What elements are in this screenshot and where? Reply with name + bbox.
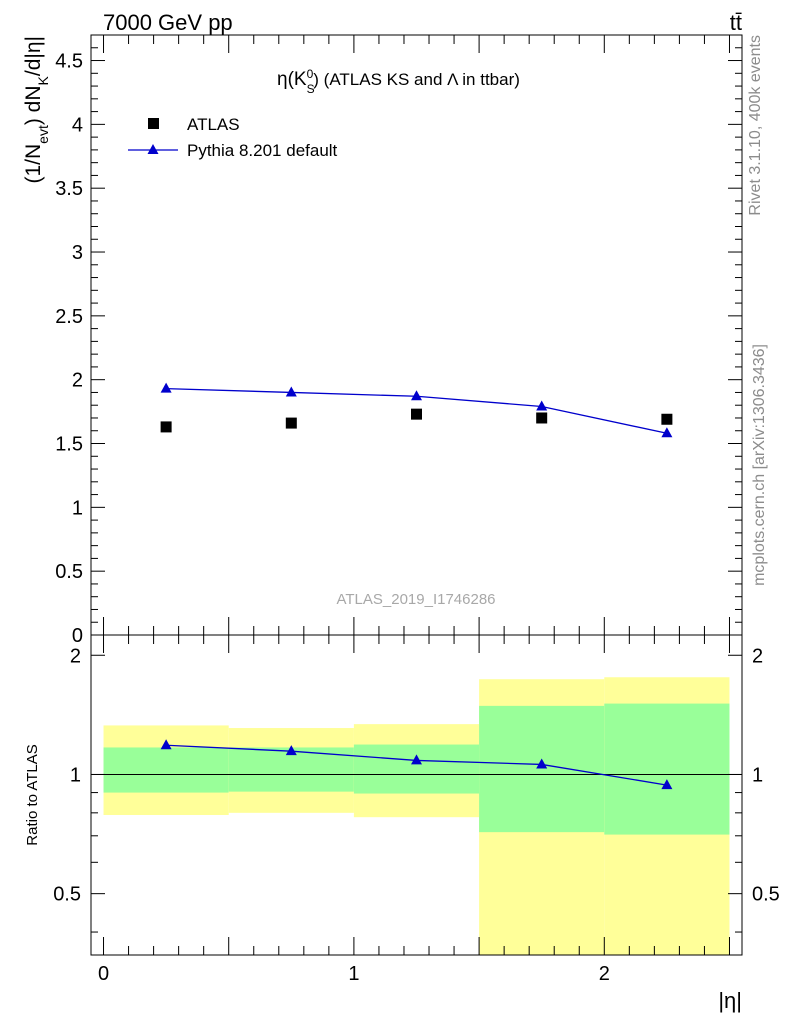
rivet-label: Rivet 3.1.10, 400k events bbox=[747, 35, 764, 216]
x-axis-label: |η| bbox=[718, 988, 742, 1013]
ratio-band-inner bbox=[103, 747, 229, 793]
ratio-pythia-point bbox=[285, 745, 297, 756]
main-y-tick-label: 1.5 bbox=[55, 434, 83, 456]
header-right-label: tt̄ bbox=[730, 10, 742, 35]
ratio-pythia-point bbox=[536, 758, 548, 769]
ratio-y-axis-label: Ratio to ATLAS bbox=[24, 744, 41, 845]
legend-atlas-label: ATLAS bbox=[187, 115, 240, 134]
header-left-label: 7000 GeV pp bbox=[103, 10, 233, 35]
pythia-data-point bbox=[661, 427, 673, 438]
atlas-data-point bbox=[411, 408, 422, 420]
ratio-panel-bands bbox=[91, 677, 742, 955]
pythia-data-point bbox=[160, 382, 172, 393]
atlas-data-point bbox=[160, 421, 172, 433]
main-y-tick-label: 1 bbox=[72, 497, 83, 519]
main-y-tick-label: 3.5 bbox=[55, 178, 83, 200]
main-panel-axes: 0 0.5 1 1.5 2 2.5 3 3.5 4 4.5 bbox=[55, 34, 742, 647]
ratio-y-tick-label-right: 0.5 bbox=[752, 884, 780, 906]
ylabel-sub-2: K bbox=[35, 75, 51, 85]
pythia-data-point bbox=[536, 400, 548, 411]
x-tick-label: 0 bbox=[98, 963, 109, 985]
main-y-tick-label: 0.5 bbox=[55, 561, 83, 583]
main-y-tick-label: 3 bbox=[72, 242, 83, 264]
ratio-band-inner bbox=[353, 744, 480, 794]
ratio-y-tick-label-left: 0.5 bbox=[53, 884, 81, 906]
main-y-tick-label: 4.5 bbox=[55, 51, 83, 73]
ratio-pythia-point bbox=[411, 754, 422, 765]
ratio-pythia-point bbox=[661, 779, 673, 790]
ratio-y-tick-label-right: 2 bbox=[752, 645, 763, 667]
ratio-y-tick-label-right: 1 bbox=[752, 764, 763, 786]
title-subscript: S bbox=[307, 82, 315, 96]
main-y-tick-label: 0 bbox=[72, 625, 83, 647]
ratio-panel-frame bbox=[90, 634, 743, 956]
main-y-tick-label: 2 bbox=[72, 370, 83, 392]
legend-pythia-label: Pythia 8.201 default bbox=[187, 141, 338, 160]
mcplots-label: mcplots.cern.ch [arXiv:1306.3436] bbox=[751, 344, 768, 586]
atlas-data-point bbox=[536, 412, 548, 424]
legend-pythia-marker bbox=[147, 144, 159, 154]
x-tick-label: 2 bbox=[599, 963, 610, 985]
ratio-panel-data bbox=[160, 739, 673, 790]
ratio-band-inner bbox=[479, 705, 605, 833]
pythia-data-point bbox=[285, 386, 297, 397]
ylabel-part-1: (1/N bbox=[22, 144, 45, 184]
title-part-2: ) (ATLAS KS and Λ in ttbar) bbox=[313, 70, 520, 89]
main-y-tick-label: 2.5 bbox=[55, 306, 83, 328]
ratio-y-tick-label-left: 2 bbox=[70, 645, 81, 667]
main-y-tick-label: 4 bbox=[72, 114, 83, 136]
legend-atlas-marker bbox=[148, 118, 159, 129]
ratio-band-inner bbox=[604, 703, 730, 835]
main-y-axis-label: (1/Nevt) dNK/d|η| bbox=[22, 36, 51, 184]
legend: ATLAS Pythia 8.201 default bbox=[128, 115, 338, 160]
ratio-pythia-point bbox=[160, 739, 172, 750]
ylabel-part-3: /d|η| bbox=[22, 36, 45, 76]
x-tick-label: 1 bbox=[348, 963, 359, 985]
atlas-data-point bbox=[661, 413, 673, 425]
analysis-watermark: ATLAS_2019_I1746286 bbox=[336, 591, 495, 608]
title-superscript: 0 bbox=[307, 67, 314, 81]
ylabel-part-2: ) dN bbox=[22, 85, 45, 125]
main-panel-data bbox=[160, 382, 673, 438]
ratio-y-tick-label-left: 1 bbox=[70, 764, 81, 786]
pythia-data-point bbox=[411, 390, 422, 401]
ratio-panel-axes: 0 1 2 0.5 0.5 1 1 2 2 bbox=[53, 635, 780, 985]
ylabel-sub-1: evt bbox=[35, 125, 51, 144]
chart-title: η(KS0) (ATLAS KS and Λ in ttbar) bbox=[277, 67, 520, 96]
atlas-data-point bbox=[285, 417, 297, 429]
title-part-1: η(K bbox=[277, 69, 307, 90]
